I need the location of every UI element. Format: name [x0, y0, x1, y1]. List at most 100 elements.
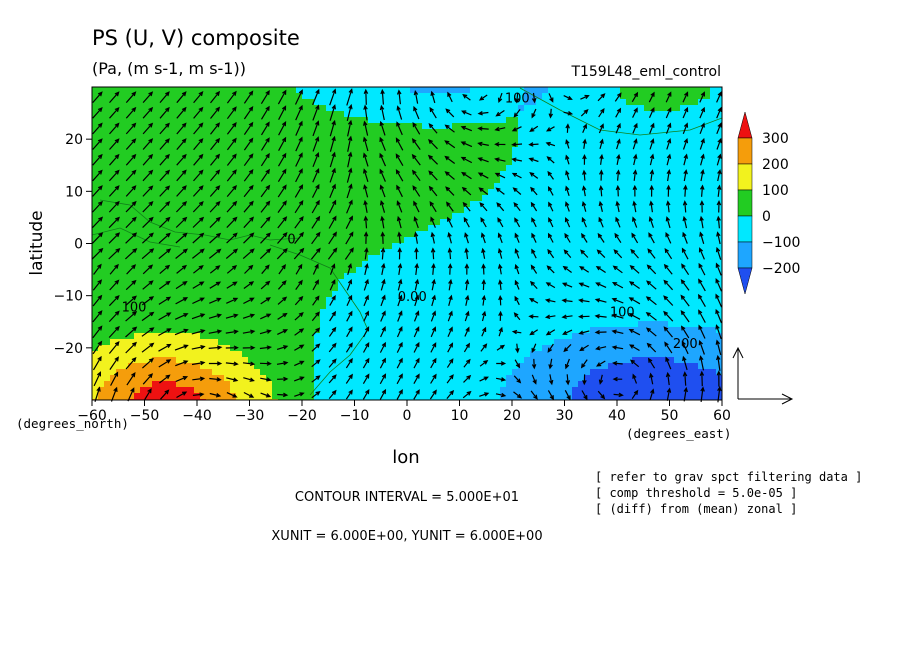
field-cell — [590, 147, 597, 154]
field-cell — [596, 285, 603, 292]
field-cell — [266, 93, 273, 100]
field-cell — [620, 147, 627, 154]
field-cell — [374, 339, 381, 346]
field-cell — [428, 339, 435, 346]
field-cell — [626, 243, 633, 250]
field-cell — [374, 303, 381, 310]
field-cell — [272, 243, 279, 250]
field-cell — [620, 345, 627, 352]
field-cell — [116, 105, 123, 112]
field-cell — [428, 147, 435, 154]
field-cell — [302, 285, 309, 292]
field-cell — [104, 171, 111, 178]
field-cell — [446, 255, 453, 262]
field-cell — [218, 321, 225, 328]
field-cell — [698, 291, 705, 298]
field-cell — [560, 177, 567, 184]
field-cell — [482, 273, 489, 280]
field-cell — [476, 267, 483, 274]
field-cell — [536, 195, 543, 202]
field-cell — [230, 129, 237, 136]
field-cell — [242, 273, 249, 280]
field-cell — [200, 261, 207, 268]
field-cell — [398, 87, 405, 94]
field-cell — [464, 291, 471, 298]
field-cell — [638, 321, 645, 328]
field-cell — [410, 273, 417, 280]
field-cell — [224, 129, 231, 136]
field-cell — [572, 183, 579, 190]
field-cell — [620, 357, 627, 364]
field-cell — [422, 327, 429, 334]
field-cell — [326, 339, 333, 346]
field-cell — [662, 183, 669, 190]
field-cell — [152, 321, 159, 328]
field-cell — [626, 129, 633, 136]
field-cell — [284, 321, 291, 328]
field-cell — [218, 357, 225, 364]
field-cell — [380, 165, 387, 172]
field-cell — [578, 123, 585, 130]
field-cell — [404, 147, 411, 154]
field-cell — [590, 135, 597, 142]
field-cell — [452, 189, 459, 196]
field-cell — [374, 243, 381, 250]
field-cell — [566, 123, 573, 130]
field-cell — [164, 291, 171, 298]
field-cell — [554, 129, 561, 136]
field-cell — [206, 261, 213, 268]
field-cell — [332, 315, 339, 322]
field-cell — [464, 351, 471, 358]
field-cell — [440, 117, 447, 124]
field-cell — [500, 159, 507, 166]
field-cell — [578, 213, 585, 220]
field-cell — [434, 303, 441, 310]
field-cell — [110, 249, 117, 256]
field-cell — [194, 159, 201, 166]
field-cell — [620, 201, 627, 208]
field-cell — [230, 99, 237, 106]
field-cell — [356, 105, 363, 112]
field-cell — [176, 105, 183, 112]
field-cell — [236, 201, 243, 208]
field-cell — [704, 339, 711, 346]
field-cell — [680, 291, 687, 298]
field-cell — [236, 93, 243, 100]
field-cell — [338, 87, 345, 94]
field-cell — [320, 207, 327, 214]
field-cell — [632, 285, 639, 292]
field-cell — [632, 135, 639, 142]
field-cell — [560, 363, 567, 370]
field-cell — [566, 297, 573, 304]
field-cell — [308, 99, 315, 106]
field-cell — [308, 261, 315, 268]
field-cell — [230, 237, 237, 244]
field-cell — [392, 159, 399, 166]
field-cell — [428, 261, 435, 268]
field-cell — [128, 147, 135, 154]
field-cell — [320, 327, 327, 334]
field-cell — [140, 87, 147, 94]
field-cell — [368, 369, 375, 376]
field-cell — [554, 159, 561, 166]
field-cell — [632, 243, 639, 250]
field-cell — [566, 99, 573, 106]
field-cell — [260, 213, 267, 220]
field-cell — [350, 267, 357, 274]
field-cell — [638, 279, 645, 286]
field-cell — [284, 255, 291, 262]
field-cell — [146, 261, 153, 268]
field-cell — [572, 207, 579, 214]
field-cell — [110, 165, 117, 172]
field-cell — [608, 87, 615, 94]
field-cell — [536, 99, 543, 106]
field-cell — [680, 255, 687, 262]
field-cell — [104, 255, 111, 262]
field-cell — [488, 135, 495, 142]
field-cell — [536, 315, 543, 322]
field-cell — [446, 207, 453, 214]
field-cell — [170, 177, 177, 184]
field-cell — [632, 261, 639, 268]
field-cell — [374, 309, 381, 316]
field-cell — [458, 129, 465, 136]
